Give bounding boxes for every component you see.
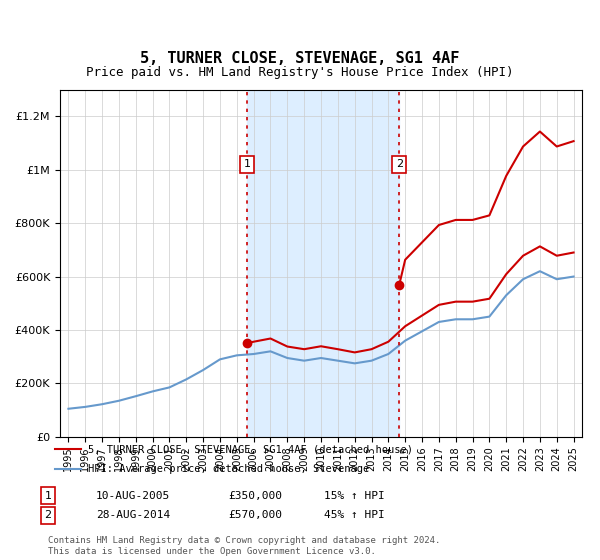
Text: 1: 1: [244, 160, 250, 169]
Text: 15% ↑ HPI: 15% ↑ HPI: [324, 491, 385, 501]
Text: 5, TURNER CLOSE, STEVENAGE, SG1 4AF (detached house): 5, TURNER CLOSE, STEVENAGE, SG1 4AF (det…: [88, 445, 413, 454]
Text: £570,000: £570,000: [228, 510, 282, 520]
Text: 2: 2: [396, 160, 403, 169]
Text: £350,000: £350,000: [228, 491, 282, 501]
Text: 45% ↑ HPI: 45% ↑ HPI: [324, 510, 385, 520]
Text: Contains HM Land Registry data © Crown copyright and database right 2024.
This d: Contains HM Land Registry data © Crown c…: [48, 536, 440, 556]
Text: 1: 1: [44, 491, 52, 501]
Text: 10-AUG-2005: 10-AUG-2005: [96, 491, 170, 501]
Bar: [247, 90, 400, 437]
Text: 2: 2: [44, 510, 52, 520]
Text: HPI: Average price, detached house, Stevenage: HPI: Average price, detached house, Stev…: [88, 464, 369, 474]
Text: 5, TURNER CLOSE, STEVENAGE, SG1 4AF: 5, TURNER CLOSE, STEVENAGE, SG1 4AF: [140, 52, 460, 66]
Text: 28-AUG-2014: 28-AUG-2014: [96, 510, 170, 520]
Text: Price paid vs. HM Land Registry's House Price Index (HPI): Price paid vs. HM Land Registry's House …: [86, 66, 514, 80]
